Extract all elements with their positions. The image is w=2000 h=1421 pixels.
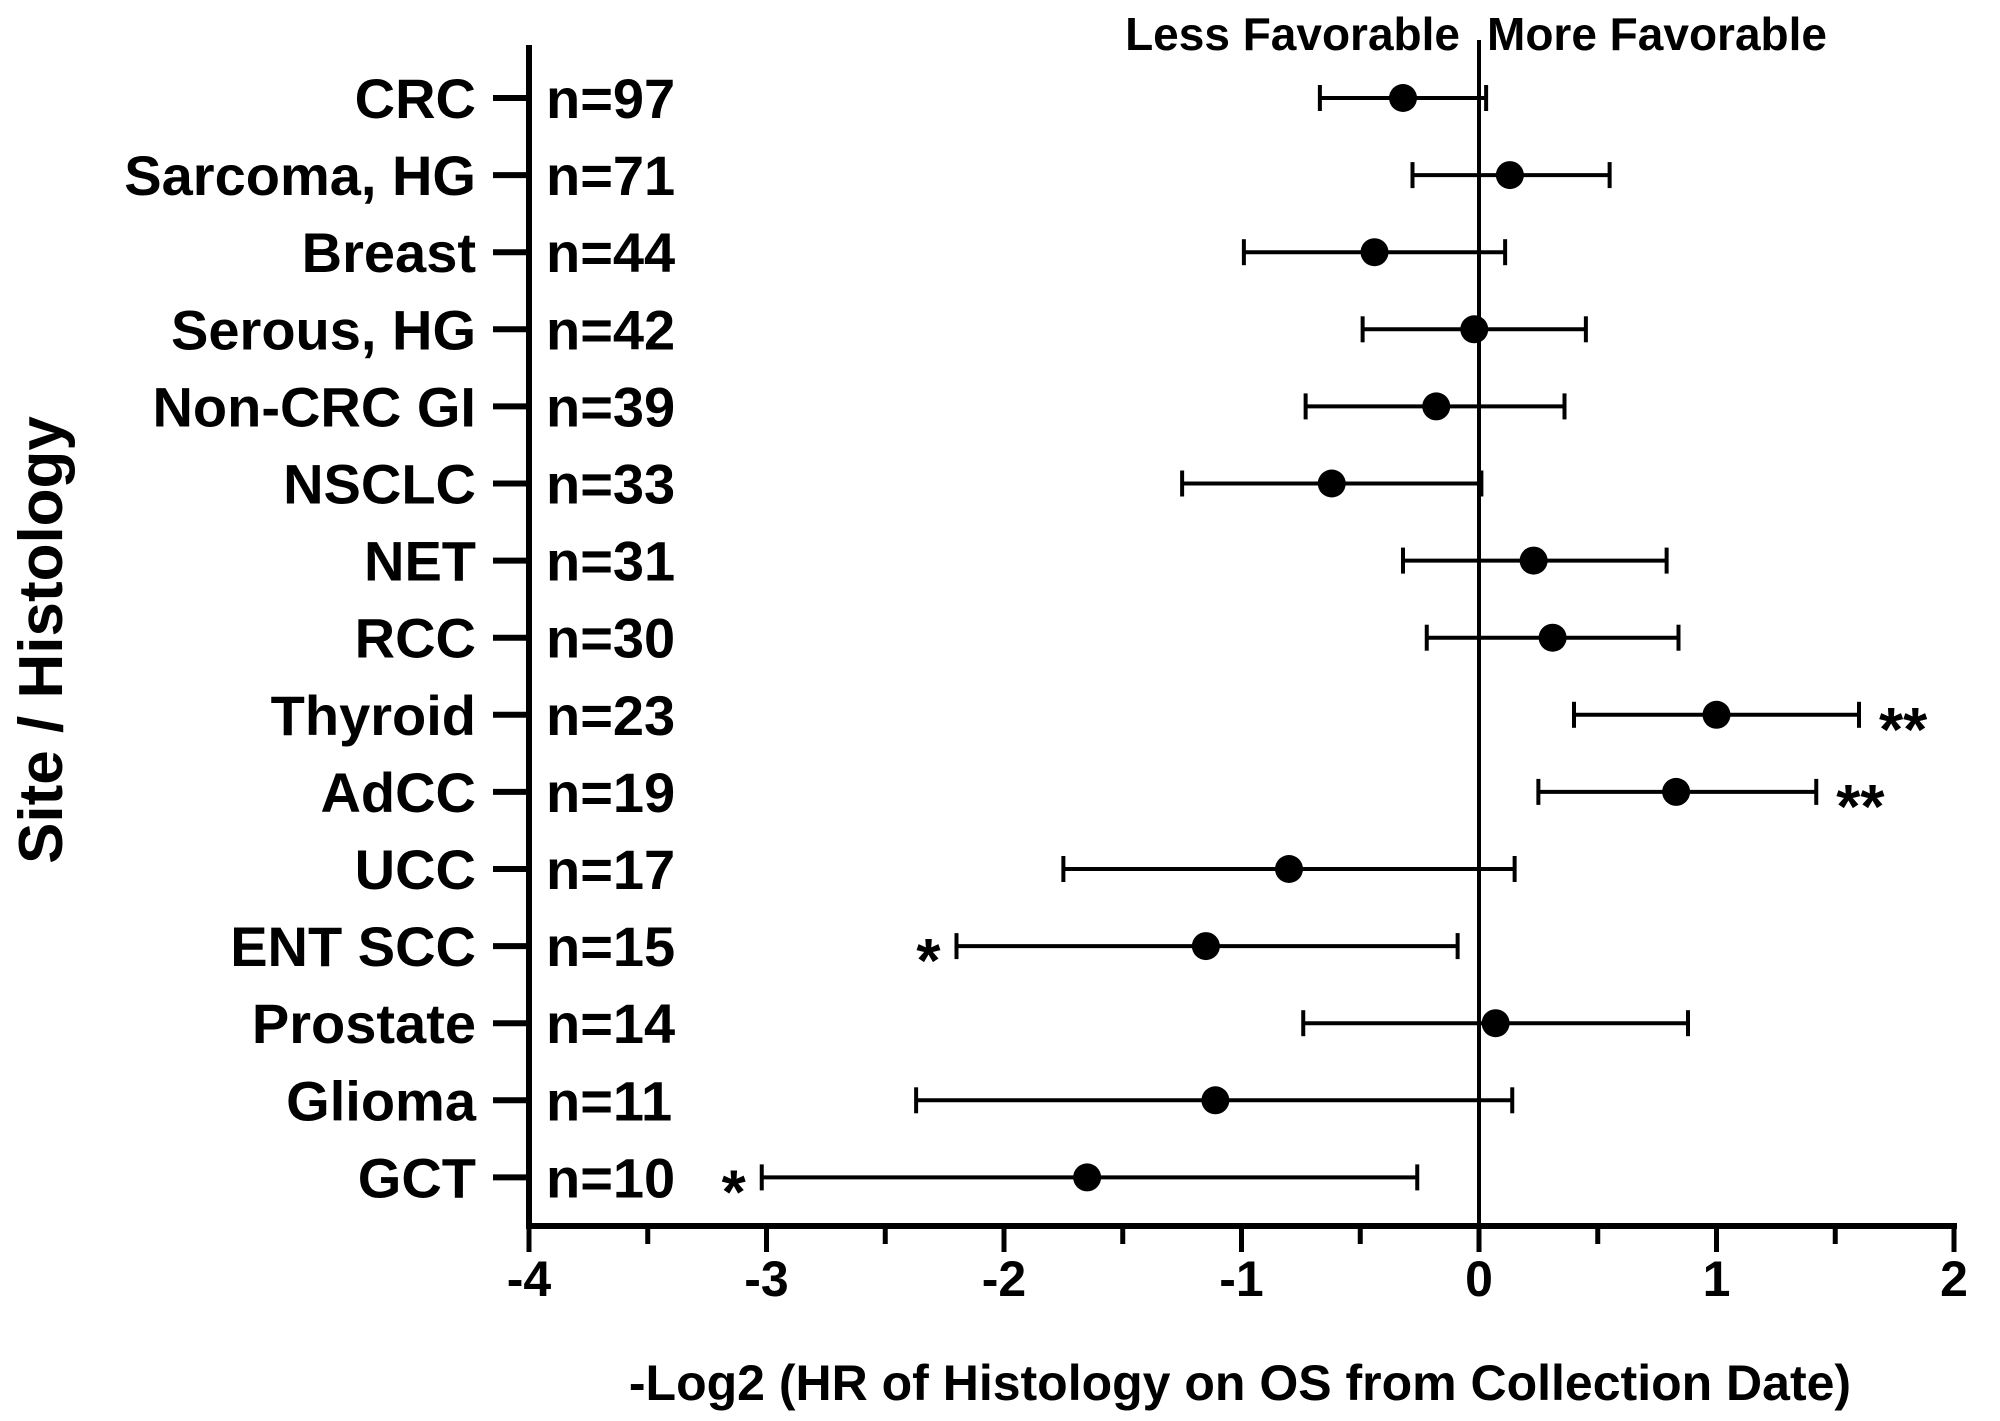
estimate-point	[1481, 1009, 1510, 1038]
y-axis-title: Site / Histology	[7, 416, 76, 864]
sample-size-label: n=39	[546, 375, 675, 438]
category-label: Non-CRC GI	[152, 375, 476, 438]
estimate-point	[1538, 623, 1567, 652]
category-label: AdCC	[320, 761, 476, 824]
category-label: Thyroid	[271, 684, 476, 747]
category-label: Glioma	[286, 1069, 477, 1132]
estimate-point	[1519, 546, 1548, 575]
x-tick-label: 0	[1465, 1251, 1493, 1307]
significance-marker: *	[722, 1158, 747, 1227]
category-label: ENT SCC	[230, 915, 476, 978]
sample-size-label: n=42	[546, 298, 675, 361]
category-label: GCT	[358, 1146, 476, 1209]
estimate-point	[1422, 392, 1451, 421]
category-label: NET	[364, 530, 476, 593]
sample-size-label: n=71	[546, 144, 675, 207]
x-tick-label: 1	[1703, 1251, 1731, 1307]
sample-size-label: n=11	[546, 1069, 672, 1132]
significance-marker: *	[916, 927, 941, 996]
favorable-header-right: More Favorable	[1487, 8, 1827, 60]
significance-marker: **	[1836, 773, 1885, 842]
estimate-point	[1073, 1163, 1102, 1192]
favorable-header-left: Less Favorable	[1125, 8, 1460, 60]
x-axis-title: -Log2 (HR of Histology on OS from Collec…	[629, 1355, 1851, 1411]
category-label: RCC	[355, 607, 476, 670]
sample-size-label: n=17	[546, 838, 675, 901]
estimate-point	[1702, 700, 1731, 729]
x-tick-label: -4	[507, 1251, 552, 1307]
sample-size-label: n=33	[546, 453, 675, 516]
estimate-point	[1389, 84, 1417, 112]
estimate-point	[1460, 315, 1489, 344]
x-tick-label: 2	[1940, 1251, 1968, 1307]
sample-size-label: n=31	[546, 530, 675, 593]
sample-size-label: n=14	[546, 992, 675, 1055]
category-label: Serous, HG	[171, 298, 476, 361]
sample-size-label: n=30	[546, 607, 675, 670]
category-label: UCC	[355, 838, 476, 901]
sample-size-label: n=15	[546, 915, 675, 978]
estimate-point	[1275, 855, 1303, 883]
category-label: Prostate	[252, 992, 476, 1055]
category-label: CRC	[355, 67, 476, 130]
sample-size-label: n=23	[546, 684, 675, 747]
category-label: NSCLC	[283, 453, 476, 516]
estimate-point	[1191, 932, 1220, 961]
x-tick-label: -1	[1219, 1251, 1263, 1307]
estimate-point	[1662, 777, 1691, 806]
estimate-point	[1317, 469, 1346, 498]
category-label: Sarcoma, HG	[124, 144, 476, 207]
x-tick-label: -2	[982, 1251, 1026, 1307]
estimate-point	[1201, 1086, 1230, 1115]
sample-size-label: n=97	[546, 67, 675, 130]
plot-area: -4 -3 -2 -1 0 1 2 CRC n=97 Sarcoma, HG n=71 Breast n…	[124, 40, 1968, 1307]
category-label: Breast	[302, 221, 476, 284]
estimate-point	[1495, 161, 1524, 190]
sample-size-label: n=44	[546, 221, 675, 284]
x-tick-label: -3	[744, 1251, 788, 1307]
sample-size-label: n=10	[546, 1146, 675, 1209]
sample-size-label: n=19	[546, 761, 675, 824]
significance-marker: **	[1879, 696, 1928, 765]
estimate-point	[1360, 238, 1389, 267]
